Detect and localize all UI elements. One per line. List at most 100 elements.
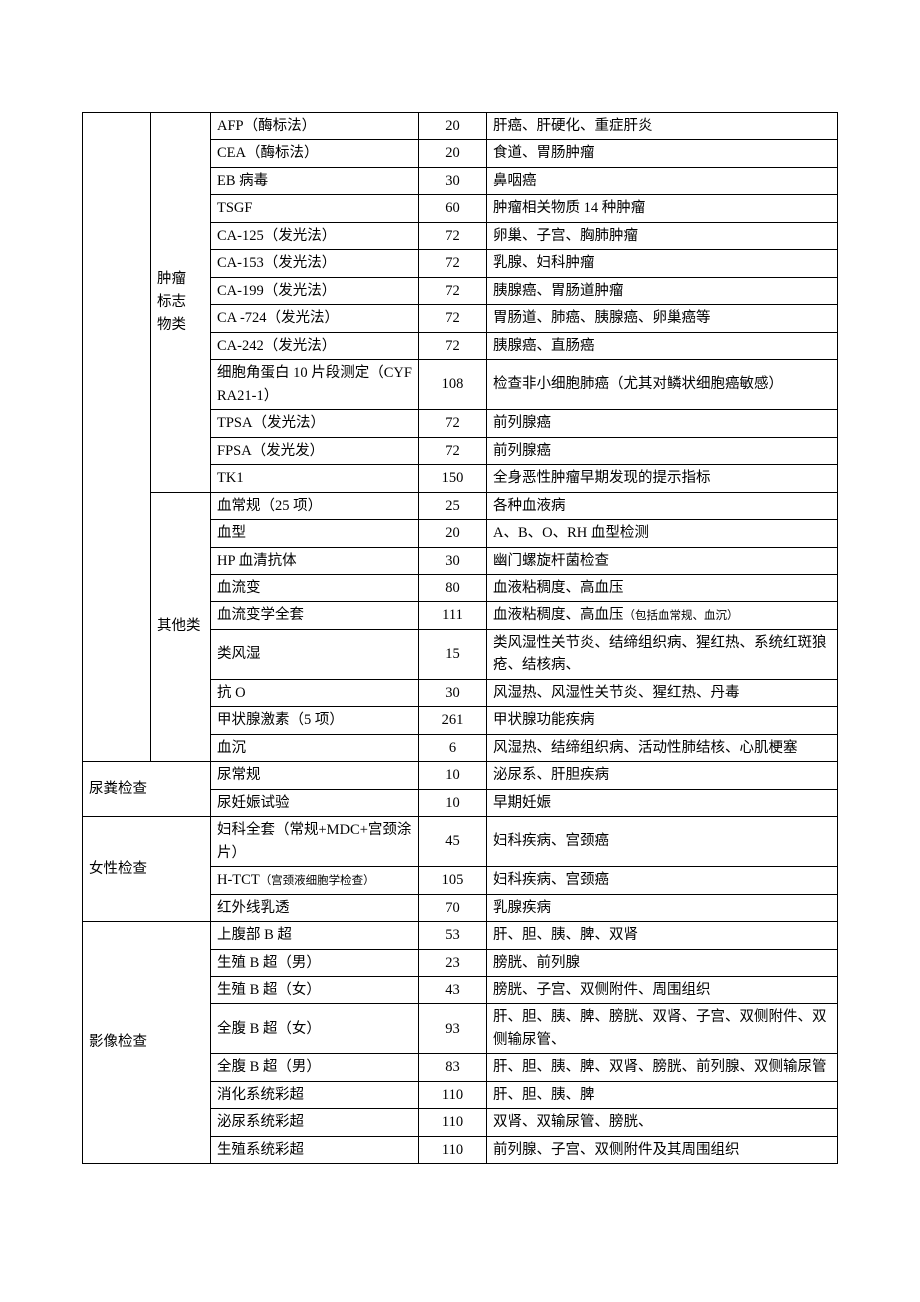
item-name: CA-153（发光法） (211, 250, 419, 277)
item-desc: 胃肠道、肺癌、胰腺癌、卵巢癌等 (487, 305, 838, 332)
item-price: 43 (419, 977, 487, 1004)
item-price: 105 (419, 867, 487, 894)
item-desc: 前列腺癌 (487, 437, 838, 464)
item-price: 72 (419, 437, 487, 464)
item-price: 45 (419, 817, 487, 867)
item-price: 70 (419, 894, 487, 921)
item-desc: 幽门螺旋杆菌检查 (487, 547, 838, 574)
item-price: 15 (419, 629, 487, 679)
item-desc: 肝、胆、胰、脾、双肾、膀胱、前列腺、双侧输尿管 (487, 1054, 838, 1081)
item-desc: 前列腺、子宫、双侧附件及其周围组织 (487, 1136, 838, 1163)
table-row: 女性检查 妇科全套（常规+MDC+宫颈涂片） 45 妇科疾病、宫颈癌 (83, 817, 838, 867)
item-name: 生殖系统彩超 (211, 1136, 419, 1163)
item-name: HP 血清抗体 (211, 547, 419, 574)
item-desc: 风湿热、结缔组织病、活动性肺结核、心肌梗塞 (487, 734, 838, 761)
item-name: 血沉 (211, 734, 419, 761)
item-name: 全腹 B 超（男） (211, 1054, 419, 1081)
item-name: 妇科全套（常规+MDC+宫颈涂片） (211, 817, 419, 867)
item-name: 泌尿系统彩超 (211, 1109, 419, 1136)
item-price: 23 (419, 949, 487, 976)
item-desc: 乳腺疾病 (487, 894, 838, 921)
subcategory-tumor-line2: 标志 (157, 294, 186, 310)
item-price: 20 (419, 140, 487, 167)
item-name-main: H-TCT (217, 872, 260, 888)
item-desc: 乳腺、妇科肿瘤 (487, 250, 838, 277)
item-price: 83 (419, 1054, 487, 1081)
item-desc: 食道、胃肠肿瘤 (487, 140, 838, 167)
item-price: 72 (419, 332, 487, 359)
item-price: 72 (419, 277, 487, 304)
item-price: 72 (419, 305, 487, 332)
item-price: 110 (419, 1109, 487, 1136)
category-female: 女性检查 (83, 817, 211, 922)
item-price: 20 (419, 520, 487, 547)
item-desc: 早期妊娠 (487, 789, 838, 816)
item-name: 血型 (211, 520, 419, 547)
item-name: 消化系统彩超 (211, 1081, 419, 1108)
item-desc-main: 血液粘稠度、高血压 (493, 607, 624, 623)
category-urine: 尿粪检查 (83, 762, 211, 817)
item-desc: 类风湿性关节炎、结缔组织病、猩红热、系统红斑狼疮、结核病、 (487, 629, 838, 679)
item-price: 20 (419, 113, 487, 140)
item-name: 尿妊娠试验 (211, 789, 419, 816)
item-name: FPSA（发光发） (211, 437, 419, 464)
item-desc: 检查非小细胞肺癌（尤其对鳞状细胞癌敏感） (487, 360, 838, 410)
table-row: 影像检查 上腹部 B 超 53 肝、胆、胰、脾、双肾 (83, 922, 838, 949)
item-desc-note: （包括血常规、血沉） (624, 610, 739, 622)
item-desc: 肝癌、肝硬化、重症肝炎 (487, 113, 838, 140)
subcategory-tumor-line3: 物类 (157, 317, 186, 333)
item-price: 80 (419, 574, 487, 601)
subcategory-other: 其他类 (151, 492, 211, 762)
item-price: 25 (419, 492, 487, 519)
item-desc: 前列腺癌 (487, 410, 838, 437)
item-name-note: （宫颈液细胞学检查） (260, 875, 375, 887)
item-name: 上腹部 B 超 (211, 922, 419, 949)
item-price: 60 (419, 195, 487, 222)
item-price: 30 (419, 167, 487, 194)
item-price: 93 (419, 1004, 487, 1054)
item-price: 10 (419, 789, 487, 816)
item-name: CA -724（发光法） (211, 305, 419, 332)
item-price: 72 (419, 250, 487, 277)
item-price: 10 (419, 762, 487, 789)
item-name: TSGF (211, 195, 419, 222)
table-row: 其他类 血常规（25 项） 25 各种血液病 (83, 492, 838, 519)
item-price: 110 (419, 1081, 487, 1108)
item-price: 261 (419, 707, 487, 734)
item-desc: 甲状腺功能疾病 (487, 707, 838, 734)
item-desc: 全身恶性肿瘤早期发现的提示指标 (487, 465, 838, 492)
item-desc: 双肾、双输尿管、膀胱、 (487, 1109, 838, 1136)
item-price: 72 (419, 222, 487, 249)
item-name: 全腹 B 超（女） (211, 1004, 419, 1054)
item-price: 111 (419, 602, 487, 629)
item-desc: 各种血液病 (487, 492, 838, 519)
item-desc: 膀胱、子宫、双侧附件、周围组织 (487, 977, 838, 1004)
item-name: 尿常规 (211, 762, 419, 789)
table-row: 尿粪检查 尿常规 10 泌尿系、肝胆疾病 (83, 762, 838, 789)
item-name: 血流变 (211, 574, 419, 601)
item-name: CA-242（发光法） (211, 332, 419, 359)
item-desc: 肝、胆、胰、脾 (487, 1081, 838, 1108)
item-price: 6 (419, 734, 487, 761)
item-name: CA-199（发光法） (211, 277, 419, 304)
item-desc: 泌尿系、肝胆疾病 (487, 762, 838, 789)
item-name: 细胞角蛋白 10 片段测定（CYFRA21-1） (211, 360, 419, 410)
item-desc: 胰腺癌、胃肠道肿瘤 (487, 277, 838, 304)
item-name: TPSA（发光法） (211, 410, 419, 437)
item-price: 108 (419, 360, 487, 410)
item-desc: 血液粘稠度、高血压 (487, 574, 838, 601)
item-name: AFP（酶标法） (211, 113, 419, 140)
item-desc: 肝、胆、胰、脾、双肾 (487, 922, 838, 949)
item-name: EB 病毒 (211, 167, 419, 194)
item-name: TK1 (211, 465, 419, 492)
item-desc: 卵巢、子宫、胸肺肿瘤 (487, 222, 838, 249)
item-name: 抗 O (211, 679, 419, 706)
category-imaging: 影像检查 (83, 922, 211, 1164)
item-desc: 肝、胆、胰、脾、膀胱、双肾、子宫、双侧附件、双侧输尿管、 (487, 1004, 838, 1054)
item-price: 30 (419, 679, 487, 706)
item-price: 30 (419, 547, 487, 574)
item-name: 生殖 B 超（男） (211, 949, 419, 976)
document-page: 肿瘤 标志 物类 AFP（酶标法） 20 肝癌、肝硬化、重症肝炎 CEA（酶标法… (0, 0, 920, 1302)
medical-exam-table: 肿瘤 标志 物类 AFP（酶标法） 20 肝癌、肝硬化、重症肝炎 CEA（酶标法… (82, 112, 838, 1164)
item-name: 类风湿 (211, 629, 419, 679)
